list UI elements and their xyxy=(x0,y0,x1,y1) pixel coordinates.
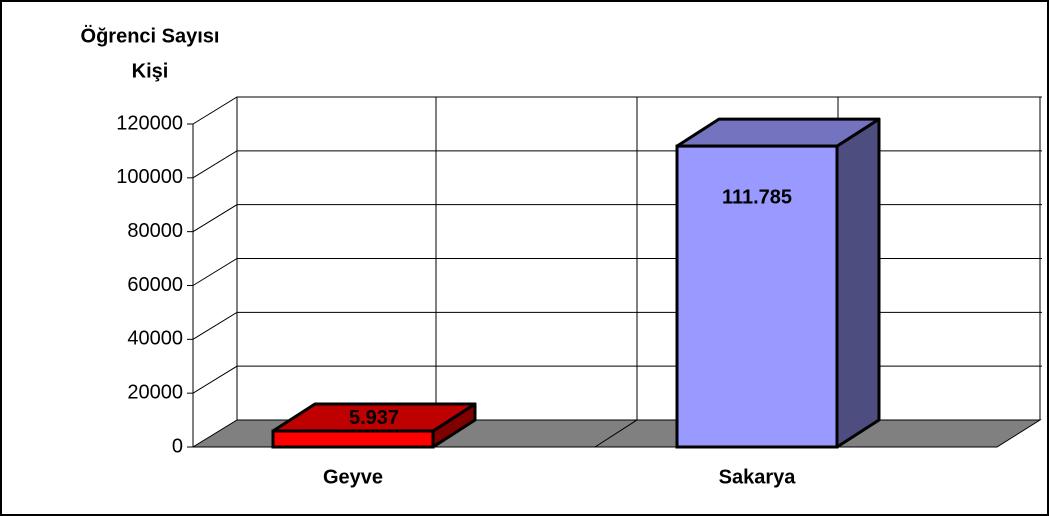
value-label: 5.937 xyxy=(349,407,399,429)
bar xyxy=(675,144,839,449)
floor-divider xyxy=(594,419,638,448)
y-axis-unit: Kişi xyxy=(132,60,169,82)
y-tick-label: 60000 xyxy=(127,274,183,296)
y-tick-label: 100000 xyxy=(116,166,183,188)
x-tick-label: Geyve xyxy=(323,466,383,488)
bar-side xyxy=(835,117,881,449)
grid-line xyxy=(192,96,1042,125)
value-label: 111.785 xyxy=(722,186,792,208)
y-tick-label: 40000 xyxy=(127,328,183,350)
x-tick-label: Sakarya xyxy=(719,466,797,488)
y-tick-label: 80000 xyxy=(127,220,183,242)
y-tick-label: 20000 xyxy=(127,381,183,403)
y-tick-label: 120000 xyxy=(116,112,183,134)
bar xyxy=(271,429,435,449)
y-tick-label: 0 xyxy=(172,435,183,457)
y-axis-title: Öğrenci Sayısı xyxy=(81,24,220,47)
